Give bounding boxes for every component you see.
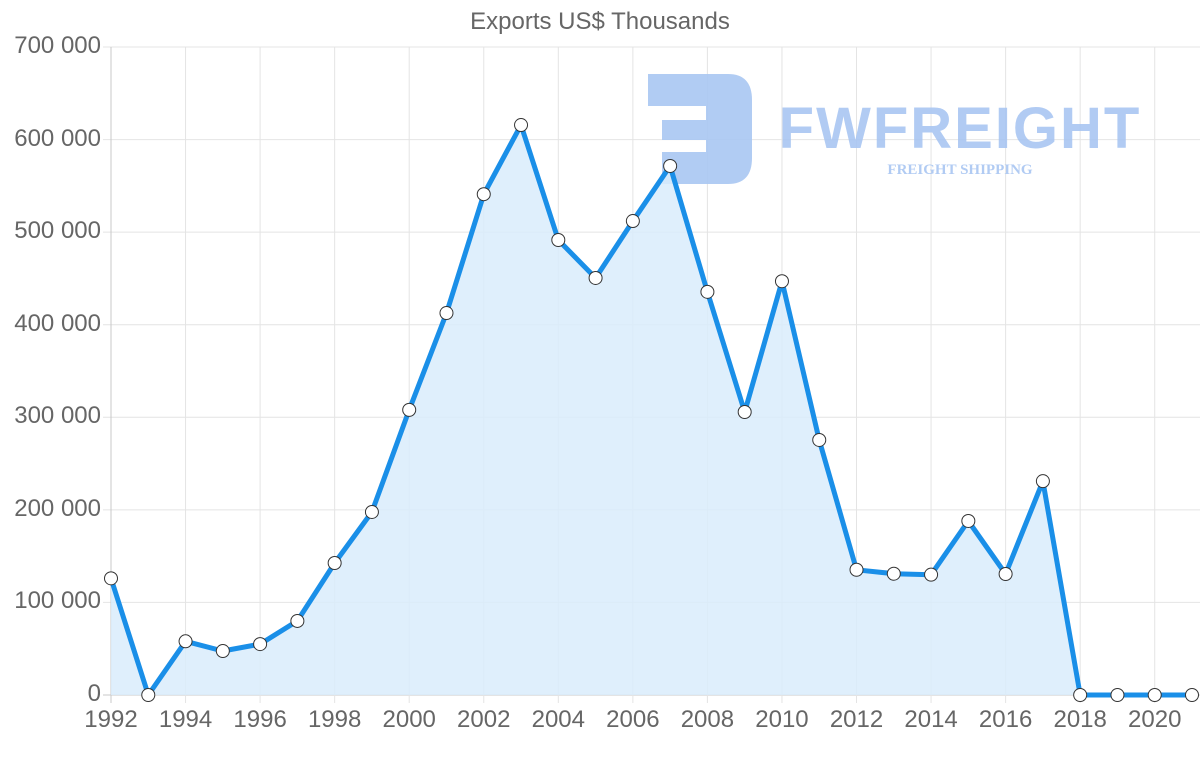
data-point[interactable]	[290, 613, 305, 628]
data-point[interactable]	[439, 306, 454, 321]
series-line	[108, 122, 1192, 698]
x-tick-label: 2000	[382, 706, 436, 733]
fwfreight-logo-icon	[648, 74, 752, 184]
data-point[interactable]	[476, 187, 491, 202]
data-point[interactable]	[364, 504, 379, 519]
area-fill	[111, 125, 1192, 695]
data-point[interactable]	[886, 566, 901, 581]
data-point[interactable]	[1147, 688, 1162, 702]
y-tick-label: 300 000	[14, 402, 101, 430]
data-point[interactable]	[1035, 474, 1050, 489]
data-point[interactable]	[700, 284, 715, 299]
data-point[interactable]	[961, 513, 976, 528]
data-point[interactable]	[551, 233, 566, 248]
data-point[interactable]	[215, 644, 230, 659]
data-point[interactable]	[849, 562, 864, 577]
x-tick-label: 2016	[978, 706, 1033, 733]
x-tick-label: 2020	[1128, 706, 1182, 733]
x-tick-label: 2010	[755, 706, 809, 733]
data-point[interactable]	[402, 402, 417, 417]
data-point[interactable]	[327, 555, 342, 570]
data-point[interactable]	[998, 567, 1013, 582]
data-point[interactable]	[812, 432, 827, 447]
data-point[interactable]	[178, 634, 193, 649]
data-point[interactable]	[1110, 688, 1125, 702]
y-tick-label: 500 000	[14, 217, 101, 245]
y-tick-label: 200 000	[14, 494, 101, 522]
x-tick-label: 1996	[233, 706, 287, 733]
y-tick-label: 400 000	[14, 309, 101, 337]
x-tick-label: 2018	[1053, 706, 1107, 733]
fwfreight-watermark: FWFREIGHT FREIGHT SHIPPING	[648, 74, 1142, 184]
data-point[interactable]	[663, 158, 678, 173]
y-tick-label: 100 000	[14, 587, 101, 615]
watermark-tagline: FREIGHT SHIPPING	[887, 162, 1032, 178]
data-point[interactable]	[924, 567, 939, 582]
data-point[interactable]	[253, 637, 268, 652]
x-tick-label: 2004	[531, 706, 585, 733]
x-tick-label: 1994	[158, 706, 213, 733]
y-tick-label: 600 000	[14, 124, 101, 152]
data-point[interactable]	[141, 688, 156, 702]
x-tick-label: 2008	[680, 706, 735, 733]
y-tick-label: 0	[87, 680, 101, 707]
x-tick-label: 2002	[457, 706, 511, 733]
data-point[interactable]	[1185, 688, 1199, 702]
data-point[interactable]	[514, 118, 529, 133]
data-point[interactable]	[1073, 688, 1088, 702]
x-tick-label: 2014	[904, 706, 958, 733]
data-point[interactable]	[737, 405, 752, 420]
x-tick-label: 2012	[829, 706, 884, 733]
data-point[interactable]	[774, 274, 789, 289]
chart-title: Exports US$ Thousands	[470, 8, 730, 35]
x-tick-label: 1992	[84, 706, 138, 733]
data-points	[104, 118, 1199, 702]
data-point[interactable]	[588, 270, 603, 285]
watermark-brand: FWFREIGHT	[779, 96, 1142, 161]
data-point[interactable]	[104, 571, 118, 586]
x-tick-label: 2006	[606, 706, 660, 733]
data-point[interactable]	[625, 214, 640, 229]
x-tick-label: 1998	[307, 706, 362, 733]
y-tick-label: 700 000	[14, 32, 101, 59]
